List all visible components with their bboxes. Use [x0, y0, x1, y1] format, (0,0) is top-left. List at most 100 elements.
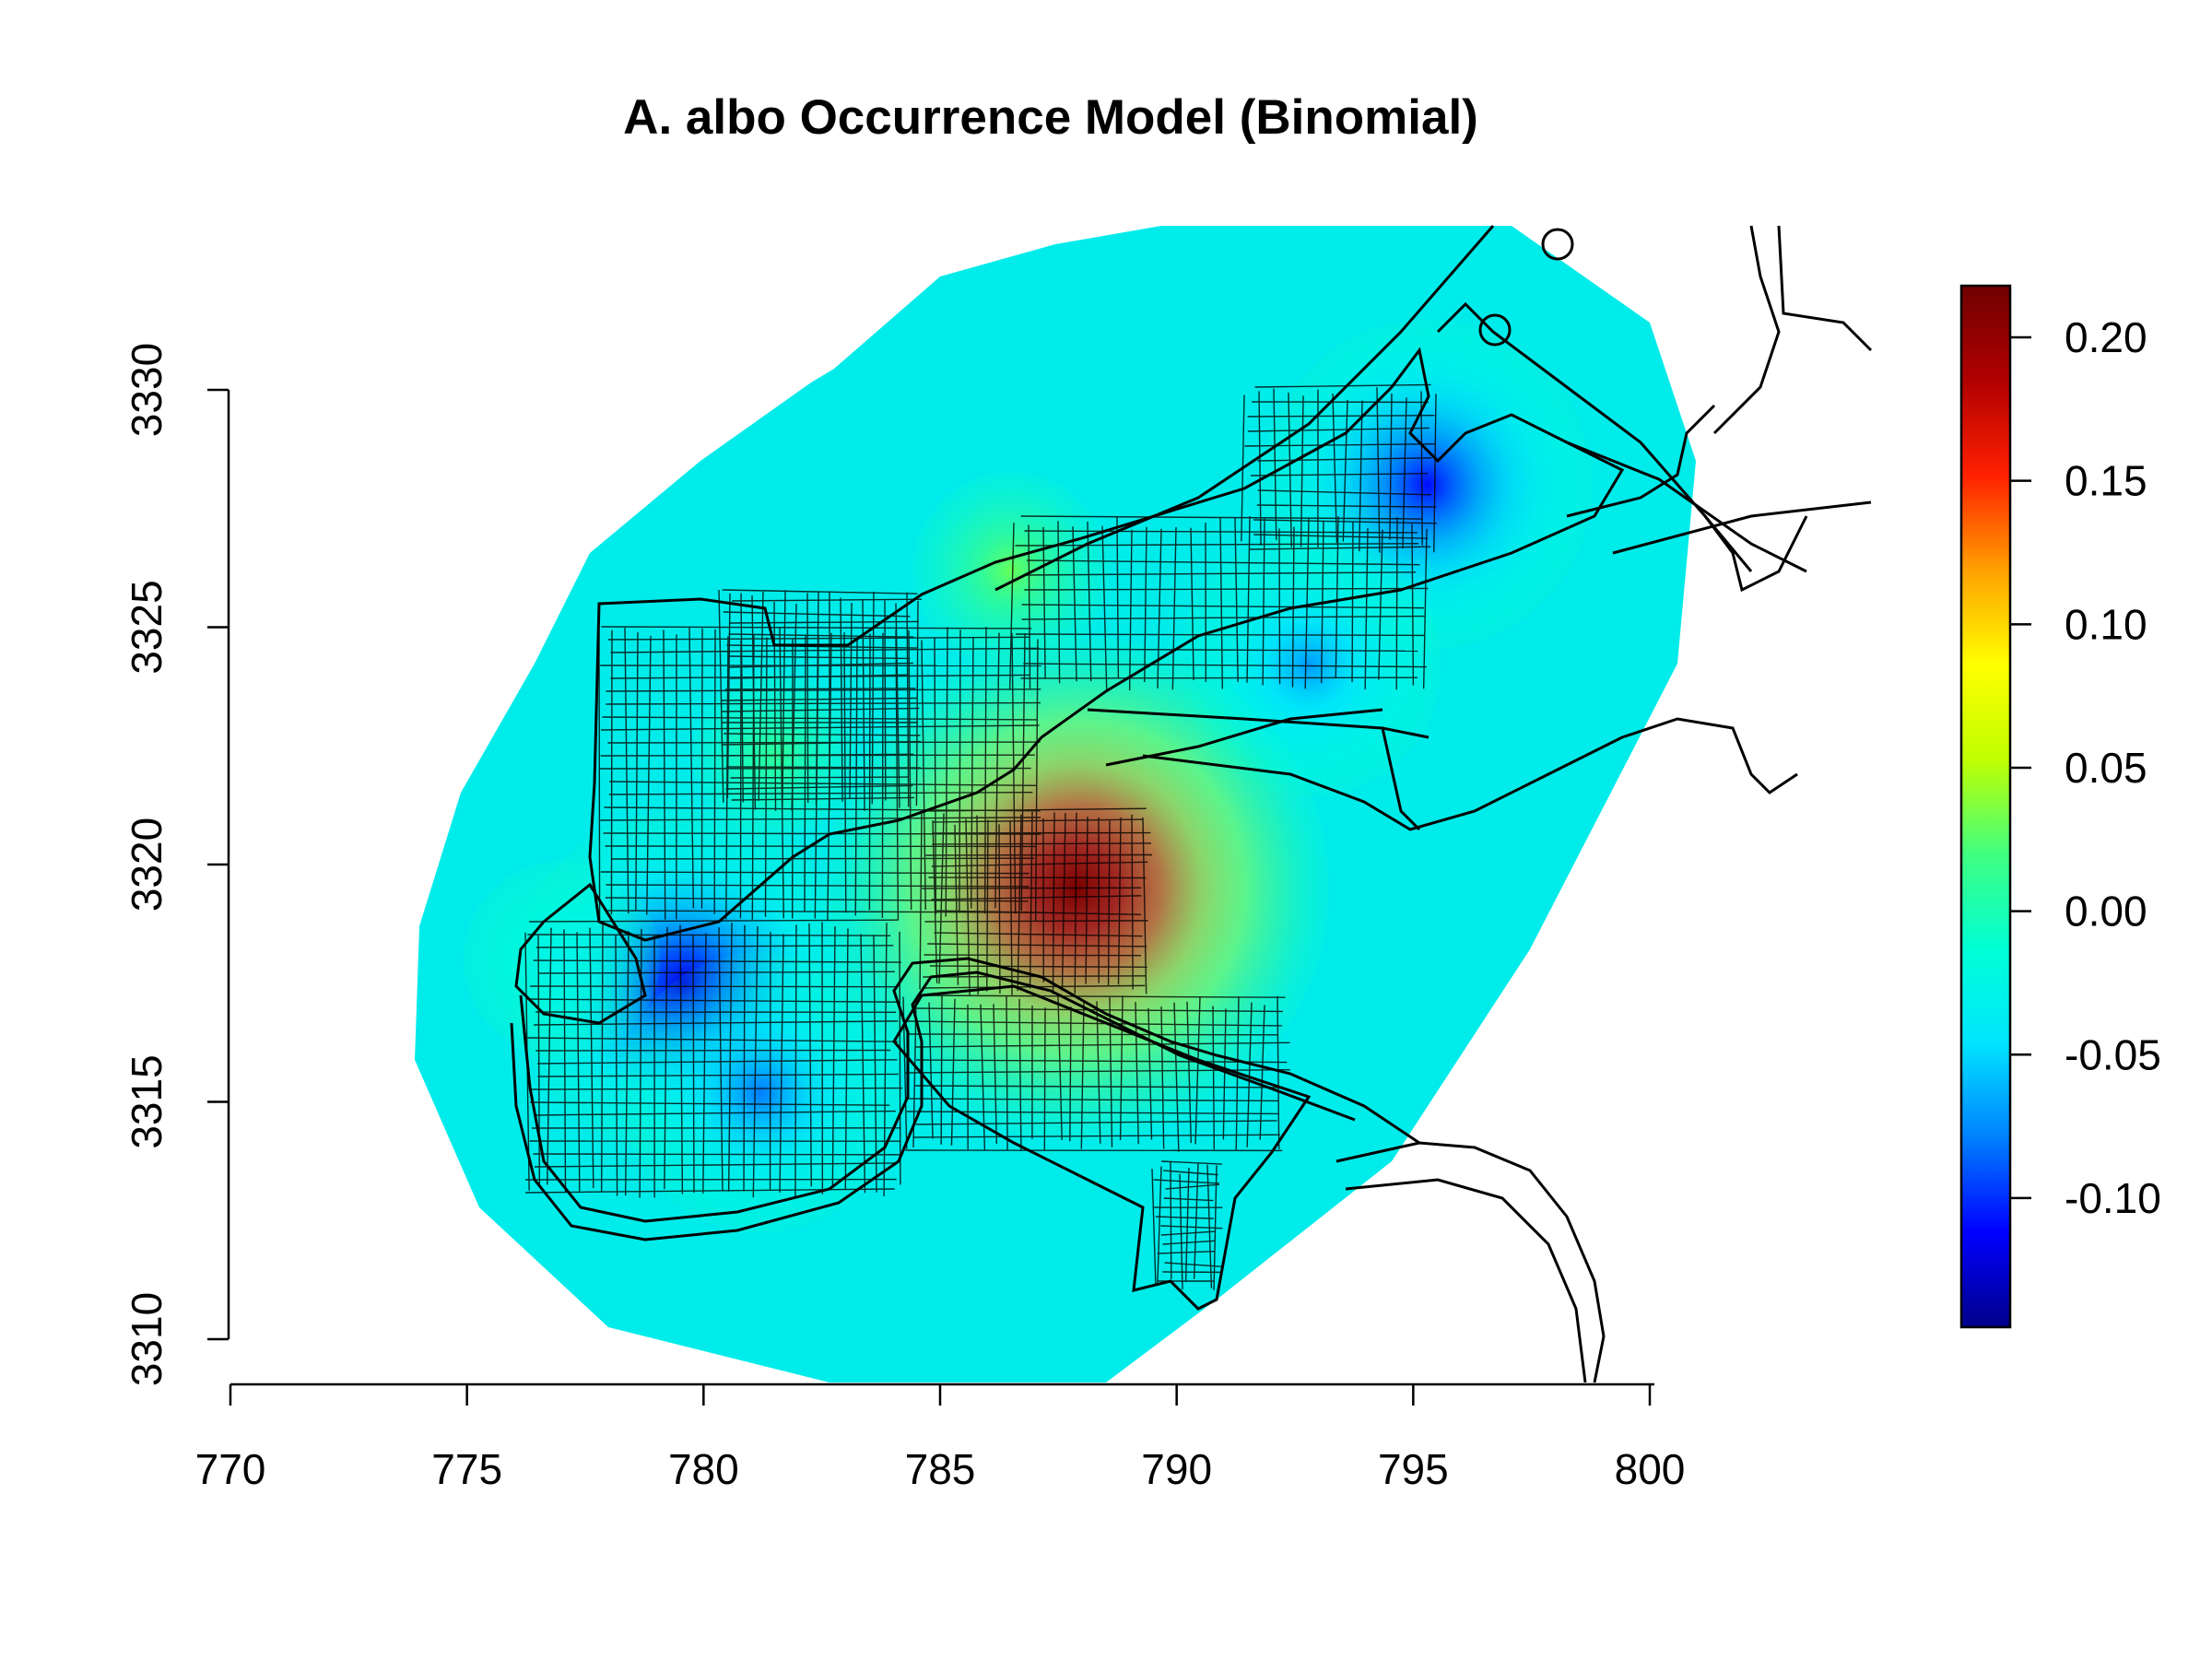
street-line	[1160, 1225, 1223, 1230]
street-line	[913, 1085, 1280, 1088]
street-line	[815, 591, 819, 805]
street-line	[916, 1059, 1288, 1064]
street-line	[1247, 415, 1435, 418]
street-line	[731, 796, 915, 801]
street-line	[598, 633, 601, 921]
y-tick-label: 3320	[123, 818, 171, 912]
street-line	[1029, 811, 1033, 989]
street-line	[1008, 523, 1015, 690]
street-line	[1171, 526, 1177, 690]
street-line	[536, 1059, 898, 1065]
street-line	[1164, 1262, 1224, 1268]
street-line	[1107, 820, 1111, 985]
street-line	[1433, 394, 1437, 553]
street-line	[1151, 1169, 1157, 1285]
heatmap-hotspot	[463, 861, 661, 1058]
street-line	[1135, 1002, 1139, 1145]
street-line	[718, 927, 724, 1191]
street-line	[535, 945, 894, 948]
street-line	[1028, 524, 1031, 689]
street-line	[679, 924, 684, 1194]
street-line	[758, 591, 764, 801]
street-line	[915, 600, 919, 806]
colorbar-tick-label: 0.10	[2065, 600, 2147, 648]
street-line	[527, 1037, 899, 1042]
street-line	[860, 934, 866, 1194]
street-line	[688, 627, 695, 909]
x-tick-label: 795	[1378, 1445, 1449, 1493]
street-line	[534, 1020, 899, 1026]
lower-coast-road	[1345, 1178, 1587, 1383]
street-line	[1161, 1160, 1222, 1165]
street-line	[998, 824, 1001, 994]
street-line	[993, 1004, 998, 1145]
street-line	[980, 1004, 986, 1151]
street-line	[1024, 530, 1418, 534]
street-line	[538, 971, 895, 974]
street-line	[1378, 529, 1383, 680]
street-line	[576, 932, 581, 1192]
street-line	[1087, 521, 1092, 682]
street-line	[601, 724, 1040, 731]
east-road-5	[1777, 225, 1873, 352]
street-line	[1376, 387, 1381, 553]
street-line	[1080, 1001, 1085, 1149]
street-line	[727, 923, 733, 1192]
street-line	[602, 716, 1038, 721]
street-line	[1389, 394, 1393, 540]
street-line	[526, 998, 899, 1003]
street-line	[904, 1069, 1290, 1074]
street-line	[1364, 528, 1369, 689]
street-line	[1015, 543, 1419, 547]
street-line	[528, 1087, 903, 1090]
east-road-9	[1087, 708, 1430, 739]
street-line	[1085, 817, 1088, 984]
street-line	[1254, 383, 1431, 388]
street-line	[606, 701, 1041, 705]
street-line	[1257, 457, 1432, 462]
street-line	[720, 753, 914, 757]
street-line	[610, 629, 613, 915]
east-road-8	[1703, 515, 1808, 593]
street-line	[1249, 546, 1431, 550]
street-line	[931, 861, 1148, 867]
street-line	[1157, 1166, 1162, 1285]
street-line	[533, 959, 902, 963]
street-line	[535, 1049, 891, 1052]
street-line	[1026, 559, 1420, 566]
street-line	[1116, 517, 1120, 678]
street-line	[610, 647, 1040, 653]
algiers-boundary	[892, 984, 1312, 1311]
street-line	[1057, 996, 1063, 1140]
street-line	[624, 628, 629, 914]
street-line	[1420, 391, 1423, 546]
street-line	[1023, 571, 1417, 576]
street-line	[959, 629, 961, 912]
street-line	[927, 943, 1147, 947]
street-line	[909, 1033, 1277, 1036]
colorbar: 0.20 0.15 0.10 0.05 0.00 -0.05 -0.10	[1959, 284, 2161, 1329]
street-line	[606, 884, 1030, 888]
street-line	[529, 919, 899, 923]
street-line	[729, 655, 911, 660]
heatmap-surface	[415, 226, 1696, 1382]
street-line	[725, 766, 921, 769]
street-line	[722, 589, 918, 594]
street-line	[970, 637, 974, 909]
street-line	[1142, 817, 1147, 994]
x-tick-label: 780	[668, 1445, 739, 1493]
street-line	[871, 591, 875, 805]
street-line	[751, 594, 757, 810]
street-line	[994, 632, 1000, 909]
street-line	[1057, 521, 1061, 684]
street-line	[1128, 529, 1133, 691]
street-line	[533, 1153, 900, 1156]
street-line	[615, 935, 618, 1196]
street-line	[1222, 1008, 1227, 1140]
colorbar-tick-label: 0.20	[2065, 313, 2147, 361]
x-tick-label: 775	[431, 1445, 502, 1493]
street-line	[1304, 517, 1310, 689]
street-line	[881, 632, 884, 919]
street-line	[729, 674, 909, 679]
street-line	[934, 932, 1143, 937]
